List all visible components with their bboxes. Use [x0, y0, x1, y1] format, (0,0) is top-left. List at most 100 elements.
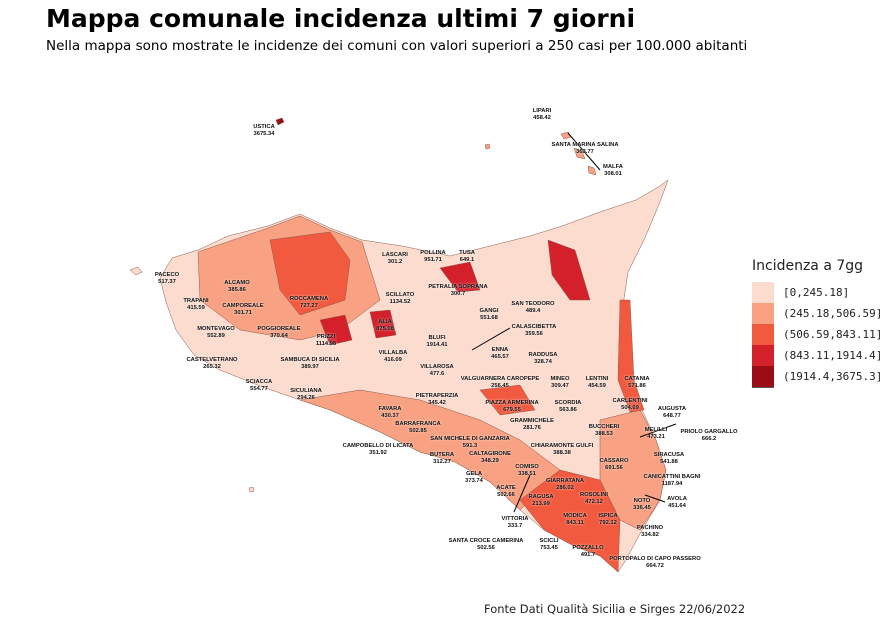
municipality-label: ALCAMO 385.86 — [224, 280, 249, 294]
municipality-value: 591.3 — [462, 443, 478, 449]
municipality-name: TRAPANI — [183, 298, 209, 304]
municipality-value: 389.97 — [301, 364, 319, 370]
municipality-value: 301.71 — [234, 310, 252, 316]
region-roccamena — [269, 231, 351, 316]
municipality-label: POLLINA 951.71 — [420, 250, 445, 264]
municipality-value: 345.42 — [428, 400, 446, 406]
municipality-label: PRIZZI 1114.98 — [316, 334, 336, 348]
municipality-label: LENTINI 454.59 — [586, 376, 609, 390]
municipality-value: 753.45 — [540, 545, 558, 551]
lipari-island — [560, 131, 572, 140]
municipality-value: 727.27 — [300, 303, 318, 309]
municipality-name: NOTO — [633, 498, 651, 504]
municipality-name: COMISO — [515, 464, 539, 470]
municipality-name: POLLINA — [420, 250, 446, 256]
municipality-label: PACECO 517.37 — [155, 272, 179, 286]
municipality-label: CALTAGIRONE 348.29 — [469, 451, 511, 465]
municipality-name: PRIZZI — [316, 334, 336, 340]
region-alia — [369, 309, 397, 339]
municipality-name: SCIACCA — [245, 379, 273, 385]
municipality-label: PORTOPALO DI CAPO PASSERO 664.72 — [609, 556, 700, 570]
municipality-name: SCORDIA — [554, 400, 582, 406]
municipality-label: GANGI 551.68 — [479, 308, 498, 322]
municipality-value: 333.7 — [507, 523, 523, 529]
region-piazza-armerina — [479, 384, 536, 416]
municipality-name: MODICA — [563, 513, 587, 519]
legend-item: (843.11,1914.4] — [752, 344, 882, 367]
municipality-label: POZZALLO 491.7 — [572, 545, 603, 559]
municipality-name: SIRACUSA — [653, 452, 685, 458]
municipality-value: 312.27 — [433, 459, 451, 465]
municipality-value: 363.77 — [576, 149, 594, 155]
municipality-name: GANGI — [479, 308, 499, 314]
municipality-label: AVOLA 451.64 — [667, 496, 687, 510]
municipality-name: ISPICA — [598, 513, 618, 519]
municipality-value: 502.85 — [409, 428, 427, 434]
municipality-name: SAMBUCA DI SICILIA — [280, 357, 340, 363]
legend-label: [0,245.18] — [783, 286, 850, 299]
municipality-label: MELILLI 473.21 — [645, 427, 668, 441]
map-title: Mappa comunale incidenza ultimi 7 giorni — [46, 4, 636, 33]
municipality-label: PIAZZA ARMERINA 679.55 — [485, 400, 538, 414]
municipality-name: MINEO — [550, 376, 570, 382]
municipality-label: CARLENTINI 504.69 — [612, 398, 647, 412]
municipality-value: 454.59 — [588, 383, 606, 389]
municipality-value: 551.68 — [480, 315, 498, 321]
municipality-value: 416.09 — [384, 357, 402, 363]
municipality-value: 301.2 — [387, 259, 403, 265]
municipality-name: SANTA MARINA SALINA — [551, 142, 619, 148]
legend-swatch — [752, 302, 774, 325]
region-pollina-tusa — [439, 261, 481, 293]
municipality-label: VILLAROSA 477.6 — [420, 364, 454, 378]
municipality-value: 451.64 — [668, 503, 686, 509]
municipality-name: LASCARI — [382, 252, 408, 258]
municipality-value: 3675.34 — [253, 131, 275, 137]
municipality-name: PRIOLO GARGALLO — [680, 429, 738, 435]
municipality-value: 843.11 — [566, 520, 584, 526]
municipality-value: 465.57 — [491, 354, 509, 360]
municipality-value: 648.77 — [663, 413, 681, 419]
municipality-label: SIRACUSA 541.88 — [654, 452, 684, 466]
municipality-name: PACHINO — [636, 525, 664, 531]
municipality-value: 338.51 — [518, 471, 536, 477]
municipality-value: 388.38 — [553, 450, 571, 456]
municipality-value: 1187.94 — [661, 481, 683, 487]
legend: Incidenza a 7gg [0,245.18] (245.18,506.59… — [752, 258, 882, 388]
municipality-label: LIPARI 458.42 — [533, 108, 552, 122]
municipality-label: SCORDIA 563.86 — [555, 400, 582, 414]
municipality-label: SANTA CROCE CAMERINA 502.56 — [449, 538, 524, 552]
municipality-name: USTICA — [253, 124, 275, 130]
municipality-label: NOTO 336.45 — [633, 498, 651, 512]
municipality-name: BUCCHERI — [588, 424, 620, 430]
leader-line — [471, 327, 511, 351]
municipality-value: 415.59 — [187, 305, 205, 311]
region-ragusa — [519, 469, 621, 573]
municipality-label: ALIA 875.08 — [376, 319, 394, 333]
region-nebrodi — [547, 239, 591, 301]
municipality-name: BARRAFRANCA — [395, 421, 441, 427]
municipality-value: 504.69 — [621, 405, 639, 411]
municipality-label: ENNA 465.57 — [491, 347, 509, 361]
municipality-value: 541.88 — [660, 459, 678, 465]
municipality-label: BARRAFRANCA 502.85 — [395, 421, 440, 435]
municipality-name: PIETRAPERZIA — [415, 393, 459, 399]
municipality-value: 571.86 — [628, 383, 646, 389]
municipality-label: MALFA 308.01 — [603, 164, 623, 178]
municipality-value: 502.56 — [477, 545, 495, 551]
municipality-value: 792.12 — [599, 520, 617, 526]
municipality-value: 458.42 — [533, 115, 551, 121]
municipality-value: 294.26 — [297, 395, 315, 401]
municipality-label: COMISO 338.51 — [515, 464, 539, 478]
region-prizzi — [319, 314, 353, 346]
municipality-value: 309.47 — [551, 383, 569, 389]
leader-lines — [471, 132, 677, 513]
municipality-name: MELILLI — [644, 427, 668, 433]
municipality-label: BLUFI 1914.41 — [427, 335, 448, 349]
municipality-name: BUTERA — [429, 452, 455, 458]
municipality-name: CAMPOBELLO DI LICATA — [342, 443, 414, 449]
municipality-name: POZZALLO — [572, 545, 604, 551]
municipality-name: ENNA — [491, 347, 509, 353]
municipality-value: 664.72 — [646, 563, 664, 569]
municipality-name: ACATE — [496, 485, 516, 491]
